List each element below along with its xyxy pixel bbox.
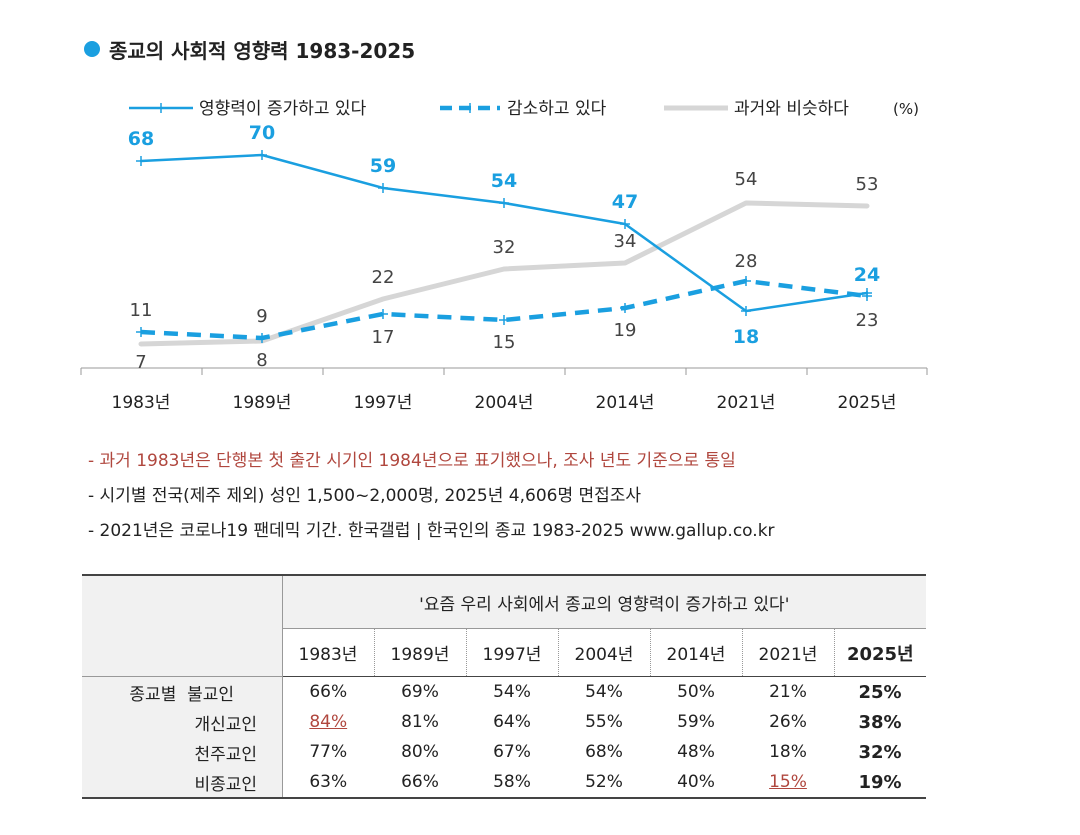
table-cell: 80% [401, 742, 439, 762]
data-label: 23 [856, 310, 879, 331]
table-cell: 40% [650, 767, 742, 799]
data-label: 17 [372, 327, 395, 348]
chart-title-text: 종교의 사회적 영향력 1983-2025 [109, 38, 416, 63]
data-label: 47 [612, 191, 638, 213]
table-cell: 15% [742, 767, 834, 799]
x-tick-label: 2014년 [596, 393, 655, 413]
data-label: 24 [854, 264, 880, 286]
table-cell: 32% [858, 741, 902, 763]
religion-table: '요즘 우리 사회에서 종교의 영향력이 증가하고 있다' 1983년 1989… [82, 574, 927, 799]
data-label: 22 [372, 267, 395, 288]
data-label: 15 [493, 332, 516, 353]
table-row: 개신교인 84% 81% 64% 55% 59% 26% 38% [82, 707, 926, 737]
x-tick-label: 2021년 [717, 393, 776, 413]
x-tick-label: 2004년 [475, 393, 534, 413]
table-cell: 64% [493, 712, 531, 732]
table-year-header: 1989년 [374, 628, 467, 677]
religion-label: 개신교인 [82, 707, 283, 737]
religion-label: 비종교인 [82, 767, 283, 799]
table-cell: 66% [374, 767, 466, 799]
table-cell-highlight: 84% [309, 712, 348, 732]
group-label: 종교별 [129, 684, 177, 705]
data-label: 54 [491, 170, 517, 192]
table-year-header: 2004년 [558, 628, 651, 677]
line-chart: 1983년 1989년 1997년 2004년 2014년 2021년 2025년 68 70 5… [80, 99, 928, 413]
table-year-header: 1983년 [282, 628, 375, 677]
table-cell: 67% [493, 742, 531, 762]
data-label: 11 [130, 300, 153, 321]
table-year-header: 2014년 [650, 628, 743, 677]
x-tick-label: 1983년 [112, 393, 171, 413]
table-cell: 69% [401, 682, 439, 702]
table-cell: 50% [677, 682, 715, 702]
table-cell: 54% [493, 682, 531, 702]
table-cell: 19% [834, 767, 927, 799]
table-cell: 84% [282, 707, 374, 737]
data-label: 8 [256, 350, 267, 371]
x-tick-label: 1989년 [233, 393, 292, 413]
data-label: 19 [614, 320, 637, 341]
data-label: 7 [135, 352, 146, 373]
data-label: 32 [493, 237, 516, 258]
data-label: 70 [249, 122, 275, 144]
data-label: 53 [856, 174, 879, 195]
table-year-header: 1997년 [466, 628, 559, 677]
table-cell: 68% [585, 742, 623, 762]
legend-label: 감소하고 있다 [507, 99, 607, 119]
religion-label: 천주교인 [82, 737, 283, 767]
note-2: - 시기별 전국(제주 제외) 성인 1,500~2,000명, 2025년 4… [88, 486, 642, 506]
legend-label: 영향력이 증가하고 있다 [199, 99, 367, 119]
data-label: 28 [735, 251, 758, 272]
legend-unit: (%) [893, 100, 919, 118]
table-cell: 38% [858, 711, 902, 733]
table-cell: 26% [769, 712, 807, 732]
table-cell: 58% [466, 767, 558, 799]
table-cell: 55% [585, 712, 623, 732]
table-row: 천주교인 77% 80% 67% 68% 48% 18% 32% [82, 737, 926, 767]
table-question: '요즘 우리 사회에서 종교의 영향력이 증가하고 있다' [282, 574, 927, 629]
table-row: 종교별 불교인 66% 69% 54% 54% 50% 21% 25% [82, 676, 926, 707]
table-cell: 77% [309, 742, 348, 762]
x-tick-label: 2025년 [838, 393, 897, 413]
data-label: 68 [128, 128, 154, 150]
table-cell: 54% [585, 682, 623, 702]
table-corner [82, 574, 283, 677]
bullet-dot-icon [84, 41, 100, 57]
table-cell: 25% [858, 681, 902, 703]
x-tick-label: 1997년 [354, 393, 413, 413]
legend-label: 과거와 비슷하다 [734, 99, 849, 119]
table-cell: 21% [769, 682, 807, 702]
data-label: 59 [370, 155, 396, 177]
table-row: 비종교인 63% 66% 58% 52% 40% 15% 19% [82, 767, 927, 799]
religion-label: 불교인 [187, 684, 235, 705]
table-year-header: 2025년 [834, 628, 927, 677]
table-cell: 66% [309, 682, 348, 702]
data-label: 34 [614, 231, 637, 252]
data-label: 18 [733, 326, 759, 348]
data-label: 9 [256, 306, 267, 327]
chart-title: 종교의 사회적 영향력 1983-2025 [84, 34, 415, 64]
data-label: 54 [735, 169, 758, 190]
table-cell: 59% [677, 712, 715, 732]
table-cell: 63% [282, 767, 374, 799]
table-cell: 81% [401, 712, 439, 732]
note-1: - 과거 1983년은 단행본 첫 출간 시기인 1984년으로 표기했으나, … [88, 451, 736, 471]
table-cell-highlight: 15% [769, 772, 807, 792]
table-year-header: 2021년 [742, 628, 835, 677]
row-label: 종교별 불교인 [82, 676, 283, 707]
note-3: - 2021년은 코로나19 팬데믹 기간. 한국갤럽 | 한국인의 종교 19… [88, 521, 775, 541]
table-cell: 18% [769, 742, 807, 762]
table-cell: 48% [677, 742, 715, 762]
table-cell: 52% [558, 767, 650, 799]
